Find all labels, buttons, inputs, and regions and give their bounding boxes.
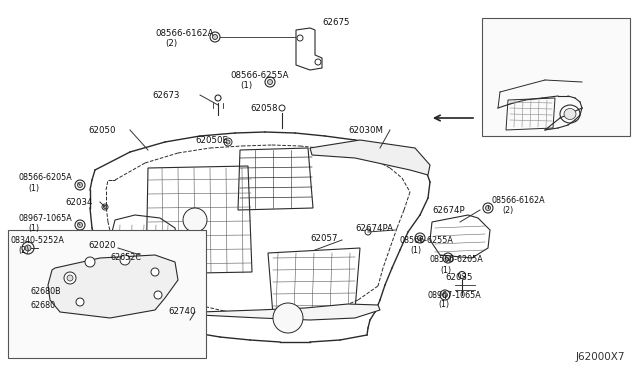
Circle shape — [67, 275, 73, 281]
Ellipse shape — [564, 109, 576, 119]
Circle shape — [25, 245, 31, 251]
Polygon shape — [135, 304, 380, 320]
Polygon shape — [310, 140, 430, 175]
Text: (2): (2) — [18, 246, 29, 254]
Text: 62020: 62020 — [88, 241, 115, 250]
Circle shape — [76, 298, 84, 306]
Circle shape — [120, 255, 130, 265]
Text: (1): (1) — [28, 224, 39, 232]
Text: 08566-6162A: 08566-6162A — [492, 196, 546, 205]
Circle shape — [77, 222, 83, 228]
Circle shape — [212, 35, 218, 39]
Text: 08566-6255A: 08566-6255A — [400, 235, 454, 244]
Circle shape — [417, 235, 422, 241]
Text: (1): (1) — [28, 183, 39, 192]
Text: 62674PA: 62674PA — [355, 224, 393, 232]
Text: 62680B: 62680B — [30, 288, 61, 296]
Circle shape — [85, 257, 95, 267]
Circle shape — [64, 272, 76, 284]
Text: 08566-6205A: 08566-6205A — [430, 256, 484, 264]
Text: 62652C: 62652C — [110, 253, 141, 263]
FancyBboxPatch shape — [8, 230, 206, 358]
Text: (2): (2) — [502, 205, 513, 215]
Text: 62050E: 62050E — [195, 135, 228, 144]
Circle shape — [273, 303, 303, 333]
Text: (1): (1) — [440, 266, 451, 275]
Circle shape — [77, 183, 83, 187]
Text: 62674P: 62674P — [432, 205, 465, 215]
Circle shape — [445, 256, 451, 260]
Text: 08566-6255A: 08566-6255A — [230, 71, 289, 80]
Text: 08967-1065A: 08967-1065A — [428, 291, 482, 299]
Circle shape — [486, 205, 490, 211]
Text: J62000X7: J62000X7 — [575, 352, 625, 362]
Text: (1): (1) — [438, 301, 449, 310]
Text: 62050: 62050 — [88, 125, 115, 135]
Text: 62675: 62675 — [322, 17, 349, 26]
Text: (1): (1) — [240, 80, 252, 90]
Circle shape — [226, 140, 230, 144]
Text: (1): (1) — [410, 246, 421, 254]
Circle shape — [183, 208, 207, 232]
Text: 08566-6162A: 08566-6162A — [155, 29, 214, 38]
Circle shape — [268, 80, 273, 84]
Text: 62673: 62673 — [152, 90, 179, 99]
Text: 08566-6205A: 08566-6205A — [18, 173, 72, 182]
Text: 62680: 62680 — [30, 301, 55, 310]
Text: 08967-1065A: 08967-1065A — [18, 214, 72, 222]
Text: (2): (2) — [165, 38, 177, 48]
Text: 62058: 62058 — [250, 103, 278, 112]
Text: 62030M: 62030M — [348, 125, 383, 135]
Polygon shape — [48, 255, 178, 318]
Text: 62035: 62035 — [445, 273, 472, 282]
Circle shape — [154, 291, 162, 299]
Circle shape — [442, 292, 447, 298]
Text: 62740: 62740 — [168, 308, 195, 317]
Text: 62034: 62034 — [65, 198, 93, 206]
Text: 08340-5252A: 08340-5252A — [10, 235, 64, 244]
Circle shape — [104, 205, 106, 208]
Text: 62057: 62057 — [310, 234, 337, 243]
FancyBboxPatch shape — [482, 18, 630, 136]
Circle shape — [151, 268, 159, 276]
